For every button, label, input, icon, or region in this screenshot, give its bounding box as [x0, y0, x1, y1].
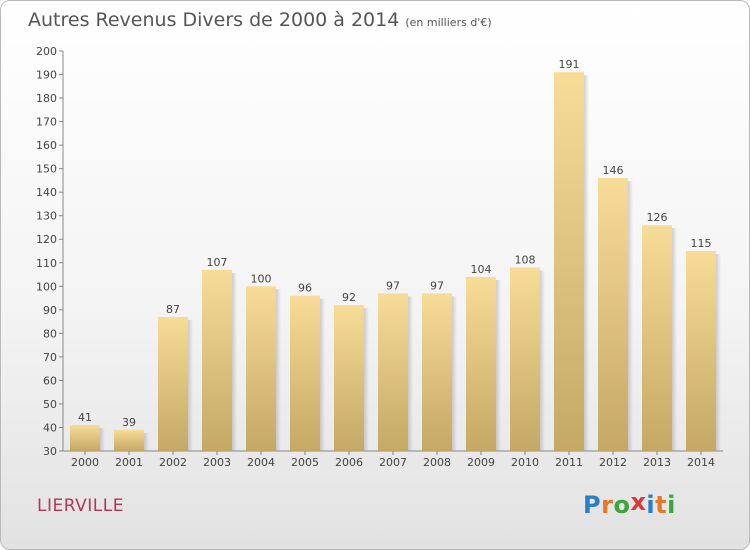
x-tick-label: 2012: [599, 456, 627, 469]
logo-letter: i: [646, 491, 656, 519]
bar-value-label: 108: [515, 253, 536, 266]
proxiti-logo: Proxiti: [583, 488, 676, 519]
bar-value-label: 115: [691, 237, 712, 250]
x-tick-label: 2005: [291, 456, 319, 469]
x-tick-label: 2006: [335, 456, 363, 469]
x-tick-label: 2008: [423, 456, 451, 469]
y-tick-label: 40: [43, 421, 57, 434]
bar: [158, 316, 188, 451]
x-tick-label: 2013: [643, 456, 671, 469]
bar-value-label: 107: [207, 256, 228, 269]
bar-shadow: [628, 181, 633, 451]
bar: [510, 267, 540, 451]
bars: [70, 72, 721, 452]
bar-value-label: 191: [559, 58, 580, 71]
logo-letter: t: [655, 491, 668, 519]
bar: [290, 295, 320, 451]
bar-shadow: [672, 228, 677, 451]
y-tick-label: 60: [43, 374, 57, 387]
logo-letter: P: [583, 491, 602, 519]
bar-shadow: [540, 270, 545, 451]
bar-value-label: 97: [430, 279, 444, 292]
logo-letter: i: [667, 491, 676, 519]
bar: [598, 178, 628, 451]
y-tick-label: 30: [43, 445, 57, 458]
y-tick-label: 80: [43, 327, 57, 340]
bar-shadow: [408, 296, 413, 451]
bar: [114, 429, 144, 451]
bar: [554, 72, 584, 452]
y-tick-label: 140: [36, 186, 57, 199]
bar-shadow: [188, 319, 193, 451]
bar-shadow: [716, 254, 721, 451]
bar-value-label: 97: [386, 279, 400, 292]
bar-value-label: 104: [471, 263, 492, 276]
bar-value-label: 146: [603, 164, 624, 177]
x-tick-label: 2010: [511, 456, 539, 469]
bar: [70, 425, 100, 451]
x-tick-label: 2002: [159, 456, 187, 469]
bar: [642, 225, 672, 451]
x-tick-label: 2003: [203, 456, 231, 469]
bar-value-label: 39: [122, 416, 136, 429]
logo-letter: x: [630, 488, 647, 516]
y-tick-label: 150: [36, 163, 57, 176]
bar: [246, 286, 276, 451]
bar-shadow: [100, 428, 105, 451]
y-tick-label: 170: [36, 116, 57, 129]
logo-letter: r: [601, 491, 614, 519]
y-tick-label: 120: [36, 233, 57, 246]
y-tick-label: 180: [36, 92, 57, 105]
logo-letter: o: [613, 491, 631, 519]
bar-value-label: 87: [166, 303, 180, 316]
bar-value-label: 92: [342, 291, 356, 304]
bar-value-label: 100: [251, 272, 272, 285]
y-tick-label: 110: [36, 257, 57, 270]
y-tick-label: 160: [36, 139, 57, 152]
chart-title: Autres Revenus Divers de 2000 à 2014 (en …: [28, 9, 492, 31]
y-tick-label: 50: [43, 398, 57, 411]
bar-shadow: [584, 75, 589, 452]
bar: [378, 293, 408, 451]
x-tick-label: 2007: [379, 456, 407, 469]
bar-value-label: 41: [78, 411, 92, 424]
y-tick-label: 70: [43, 351, 57, 364]
city-name: LIERVILLE: [37, 496, 124, 516]
bar-value-label: 96: [298, 282, 312, 295]
bar: [686, 251, 716, 451]
y-tick-label: 130: [36, 210, 57, 223]
bar: [334, 305, 364, 451]
x-tick-label: 2014: [687, 456, 715, 469]
bar: [422, 293, 452, 451]
x-tick-label: 2004: [247, 456, 275, 469]
y-tick-label: 190: [36, 69, 57, 82]
data-labels: 41 39 87 107 100 96 92 97 97 104 108 191 146 126 115: [78, 58, 712, 429]
x-tick-label: 2009: [467, 456, 495, 469]
bar: [466, 276, 496, 451]
x-tick-label: 2001: [115, 456, 143, 469]
title-text: Autres Revenus Divers de 2000 à 2014: [28, 9, 400, 31]
bar-shadow: [364, 308, 369, 451]
x-tick-label: 2011: [555, 456, 583, 469]
x-tick-label: 2000: [71, 456, 99, 469]
bar-shadow: [496, 279, 501, 451]
bar-shadow: [320, 298, 325, 451]
bar-value-label: 126: [647, 211, 668, 224]
unit-text: (en milliers d'€): [405, 16, 492, 29]
bar-shadow: [232, 272, 237, 451]
bar-shadow: [452, 296, 457, 451]
bar-shadow: [144, 432, 149, 451]
bar: [202, 269, 232, 451]
y-tick-label: 200: [36, 45, 57, 58]
y-tick-label: 90: [43, 304, 57, 317]
bar-shadow: [276, 289, 281, 451]
y-tick-label: 100: [36, 280, 57, 293]
